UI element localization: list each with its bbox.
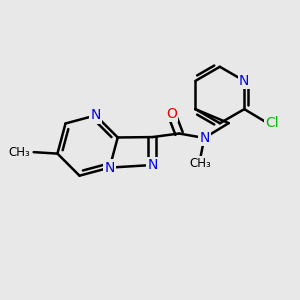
- Text: N: N: [91, 108, 101, 122]
- Text: O: O: [166, 107, 177, 121]
- Text: N: N: [104, 160, 115, 175]
- Text: N: N: [199, 131, 209, 145]
- Text: N: N: [239, 74, 250, 88]
- Text: CH₃: CH₃: [189, 157, 211, 170]
- Text: N: N: [147, 158, 158, 172]
- Text: CH₃: CH₃: [8, 146, 30, 159]
- Text: Cl: Cl: [265, 116, 279, 130]
